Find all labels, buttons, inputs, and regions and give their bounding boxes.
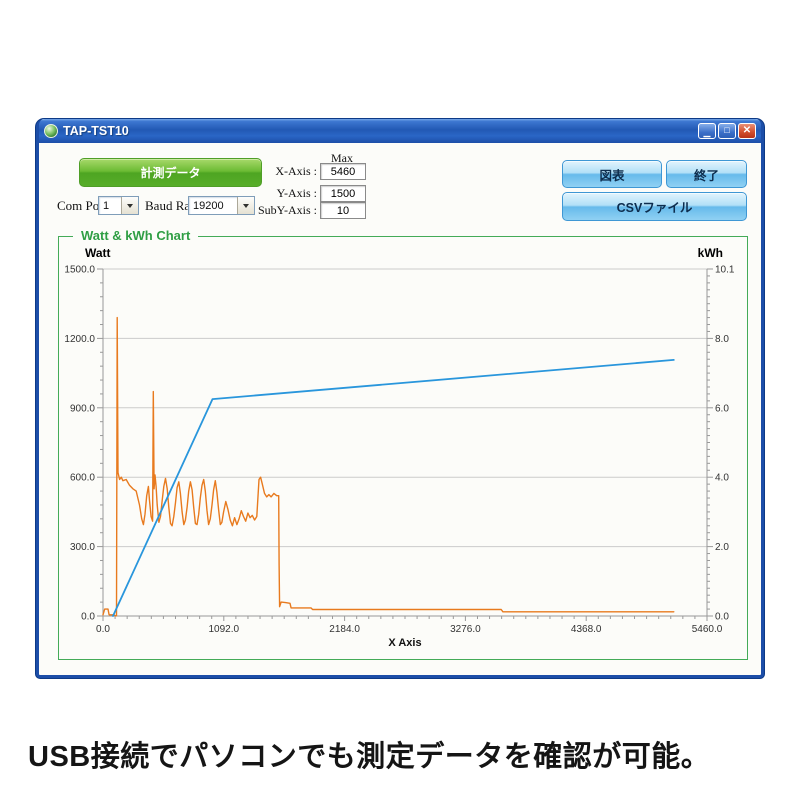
window-title: TAP-TST10: [63, 124, 129, 138]
exit-button[interactable]: 終了: [666, 160, 747, 188]
svg-text:2184.0: 2184.0: [329, 624, 360, 635]
svg-text:1092.0: 1092.0: [209, 624, 240, 635]
baud-rate-dropdown-button[interactable]: [237, 197, 254, 214]
y-axis-label: Y-Axis :: [276, 186, 317, 200]
svg-text:300.0: 300.0: [70, 542, 95, 553]
com-port-label: Com Port: [57, 198, 108, 213]
app-icon: [44, 124, 58, 138]
svg-text:5460.0: 5460.0: [692, 624, 723, 635]
minimize-icon: ▁: [703, 127, 711, 137]
baud-rate-select[interactable]: 19200: [188, 196, 255, 215]
window-content: 計測データ Com Port 1 Baud Rate 19200 Max X-A…: [39, 143, 761, 675]
left-axis-unit-label: Watt: [85, 246, 111, 260]
maximize-icon: □: [724, 125, 730, 135]
x-axis-title: X Axis: [388, 637, 422, 649]
dropdown-arrow-icon: [127, 203, 133, 208]
dropdown-arrow-icon: [243, 203, 249, 208]
com-port-value: 1: [103, 199, 110, 212]
x-axis-label: X-Axis :: [275, 164, 317, 178]
baud-rate-label: Baud Rate: [145, 198, 200, 213]
svg-text:3276.0: 3276.0: [450, 624, 481, 635]
caption-text: USB接続でパソコンでも測定データを確認が可能。: [28, 741, 711, 773]
com-port-select[interactable]: 1: [98, 196, 139, 215]
right-axis-unit-label: kWh: [697, 246, 723, 260]
csv-file-button[interactable]: CSVファイル: [562, 192, 747, 221]
svg-text:8.0: 8.0: [715, 334, 729, 345]
svg-text:6.0: 6.0: [715, 403, 729, 414]
svg-text:2.0: 2.0: [715, 542, 729, 553]
svg-text:4.0: 4.0: [715, 473, 729, 484]
suby-axis-label: SubY-Axis :: [257, 203, 317, 217]
maximize-button[interactable]: □: [718, 123, 736, 139]
svg-text:900.0: 900.0: [70, 403, 95, 414]
axis-max-header: Max: [331, 151, 353, 165]
chart-groupbox: Watt & kWh Chart Watt kWh 0.0 300.0 600.0 9…: [58, 228, 748, 660]
svg-text:0.0: 0.0: [715, 612, 729, 623]
y-axis-max-input[interactable]: [320, 185, 366, 202]
chart-canvas: 0.0 300.0 600.0 900.0 1200.0 1500.0 0.0 2.0 4.0 6…: [64, 265, 735, 636]
close-button[interactable]: ✕: [738, 123, 756, 139]
title-bar[interactable]: TAP-TST10 ▁ □ ✕: [39, 119, 761, 143]
svg-text:10.1: 10.1: [715, 265, 735, 276]
svg-text:1500.0: 1500.0: [64, 265, 95, 276]
minimize-button[interactable]: ▁: [698, 123, 716, 139]
svg-text:1200.0: 1200.0: [64, 334, 95, 345]
chart-button[interactable]: 図表: [562, 160, 662, 188]
close-icon: ✕: [742, 125, 752, 136]
svg-text:0.0: 0.0: [96, 624, 110, 635]
com-port-dropdown-button[interactable]: [121, 197, 138, 214]
app-window: TAP-TST10 ▁ □ ✕ 計測データ Com Port 1 Baud Ra…: [36, 119, 764, 678]
suby-axis-max-input[interactable]: [320, 202, 366, 219]
svg-text:600.0: 600.0: [70, 473, 95, 484]
svg-text:0.0: 0.0: [81, 612, 95, 623]
svg-text:4368.0: 4368.0: [571, 624, 602, 635]
chart-title: Watt & kWh Chart: [73, 228, 199, 243]
x-axis-max-input[interactable]: [320, 163, 366, 180]
measure-data-button[interactable]: 計測データ: [79, 158, 262, 187]
baud-rate-value: 19200: [193, 199, 224, 212]
